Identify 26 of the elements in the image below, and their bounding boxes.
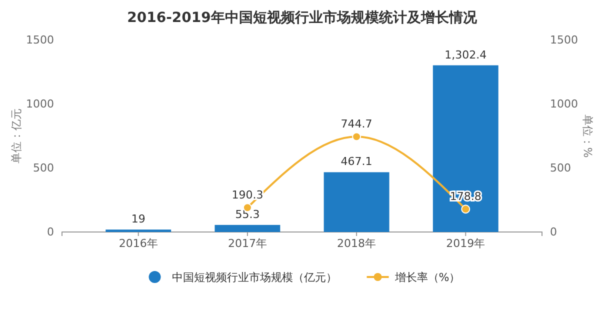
bar [324, 172, 390, 232]
data-label: 744.7 [340, 118, 372, 131]
point [352, 132, 362, 142]
y2-axis-title: 单位：% [581, 114, 594, 158]
x-tick-label: 2016年 [118, 236, 158, 250]
x-tick-label: 2018年 [337, 236, 376, 250]
y2-tick-label: 0 [550, 226, 557, 239]
y2-tick-label: 500 [550, 162, 571, 175]
bar [432, 65, 498, 232]
point [461, 204, 470, 214]
y-axis-title: 单位：亿元 [10, 108, 23, 164]
chart-title: 2016-2019年中国短视频行业市场规模统计及增长情况 [127, 9, 478, 26]
y2-tick-label: 1000 [550, 98, 578, 111]
legend-label: 增长率（%） [394, 271, 460, 284]
x-tick-label: 2019年 [446, 236, 486, 250]
legend-label: 中国短视频行业市场规模（亿元） [172, 271, 337, 284]
bar [214, 224, 280, 232]
y-tick-label: 500 [33, 162, 54, 175]
y-tick-label: 0 [47, 226, 54, 239]
x-tick-label: 2017年 [228, 236, 267, 250]
y-tick-label: 1000 [26, 98, 54, 111]
data-label: 1,302.4 [444, 48, 487, 62]
data-label: 19 [131, 212, 146, 226]
y2-tick-label: 1500 [550, 34, 578, 47]
y-tick-label: 1500 [26, 34, 54, 47]
data-label: 467.1 [340, 155, 372, 168]
